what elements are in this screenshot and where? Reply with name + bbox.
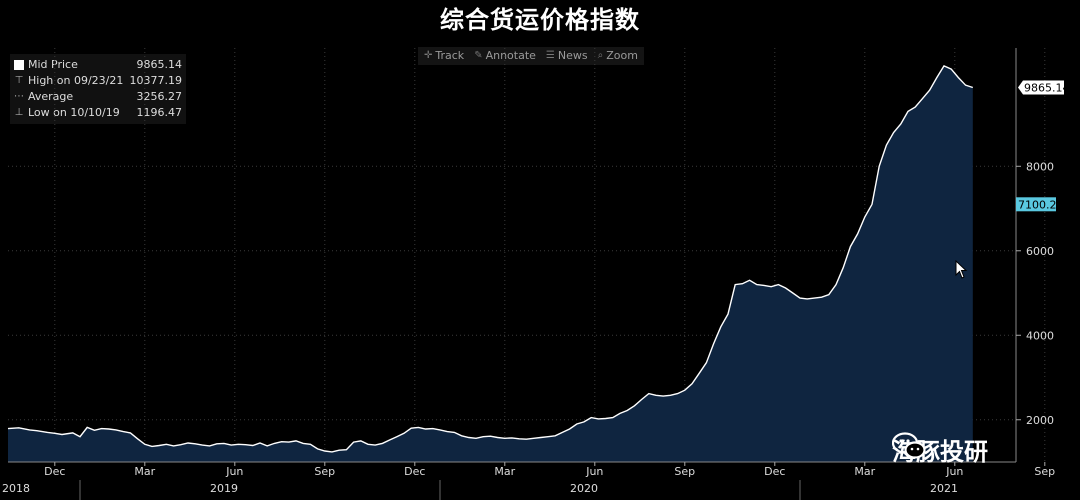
x-tick-label: Dec <box>764 465 785 478</box>
watermark: 海豚投研 <box>892 432 988 467</box>
mid-price-swatch <box>14 60 24 70</box>
marker-value-box <box>1016 197 1056 212</box>
x-tick-label: Dec <box>44 465 65 478</box>
legend-value: 10377.19 <box>129 74 183 87</box>
legend-row-high: ⊤ High on 09/23/21 10377.19 <box>14 73 182 89</box>
wechat-icon <box>892 432 926 459</box>
annotate-button[interactable]: ✎ Annotate <box>474 47 536 65</box>
x-tick-label: Mar <box>134 465 155 478</box>
average-marker-icon: ⋯ <box>14 91 24 102</box>
zoom-label: Zoom <box>606 49 638 62</box>
y-tick-label: 4000 <box>1026 329 1054 342</box>
track-label: Track <box>435 49 465 62</box>
x-year-label: 2019 <box>210 482 238 495</box>
chart-toolbar: ✛ Track ✎ Annotate ☰ News ⌕ Zoom <box>418 47 644 65</box>
annotate-label: Annotate <box>485 49 536 62</box>
x-tick-label: Sep <box>314 465 335 478</box>
y-tick-label: 6000 <box>1026 245 1054 258</box>
legend-label: Average <box>28 90 74 103</box>
crosshair-icon: ✛ <box>424 50 433 61</box>
series-area-mid-price <box>8 65 973 463</box>
chart-legend: Mid Price 9865.14 ⊤ High on 09/23/21 1037… <box>10 54 186 124</box>
x-year-label: 2018 <box>2 482 30 495</box>
y-tick-label: 2000 <box>1026 414 1054 427</box>
chart-title: 综合货运价格指数 <box>440 6 640 34</box>
legend-value: 3256.27 <box>136 90 183 103</box>
legend-value: 9865.14 <box>136 58 183 71</box>
legend-label: Low on 10/10/19 <box>28 106 120 119</box>
series-line-mid-price <box>7 65 974 453</box>
mouse-cursor-icon <box>955 260 968 279</box>
x-tick-label: Mar <box>494 465 515 478</box>
last-price-label: 9865.14 <box>1024 81 1070 94</box>
news-label: News <box>557 49 588 62</box>
legend-label: High on 09/23/21 <box>28 74 124 87</box>
news-icon: ☰ <box>545 50 555 61</box>
legend-label: Mid Price <box>28 58 78 71</box>
x-tick-label: Jun <box>225 465 243 478</box>
pencil-icon: ✎ <box>474 50 483 61</box>
x-tick-label: Jun <box>585 465 603 478</box>
low-marker-icon: ⊥ <box>14 107 24 118</box>
news-button[interactable]: ☰ News <box>546 47 588 65</box>
x-tick-label: Mar <box>854 465 875 478</box>
x-tick-label: Dec <box>404 465 425 478</box>
x-year-label: 2021 <box>930 482 958 495</box>
x-tick-label: Jun <box>945 465 963 478</box>
legend-row-mid-price: Mid Price 9865.14 <box>14 57 182 73</box>
magnifier-icon: ⌕ <box>597 50 604 61</box>
track-button[interactable]: ✛ Track <box>424 47 464 65</box>
x-tick-label: Sep <box>674 465 695 478</box>
zoom-button[interactable]: ⌕ Zoom <box>598 47 638 65</box>
x-tick-label: Sep <box>1034 465 1055 478</box>
marker-value-label: 7100.22 <box>1018 198 1064 211</box>
x-year-label: 2020 <box>570 482 598 495</box>
y-tick-label: 8000 <box>1026 160 1054 173</box>
legend-value: 1196.47 <box>136 106 183 119</box>
legend-row-average: ⋯ Average 3256.27 <box>14 89 182 105</box>
last-price-box <box>1018 80 1064 95</box>
high-marker-icon: ⊤ <box>14 75 24 86</box>
legend-row-low: ⊥ Low on 10/10/19 1196.47 <box>14 105 182 121</box>
